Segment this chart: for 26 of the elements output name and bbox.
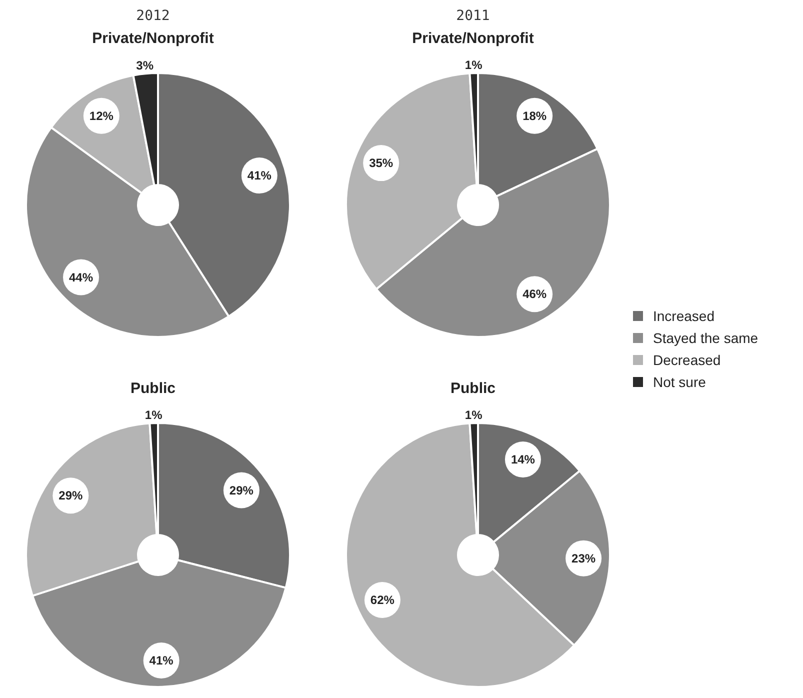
data-label: 14% bbox=[510, 452, 536, 466]
data-label: 1% bbox=[144, 408, 163, 422]
data-label: 41% bbox=[247, 168, 272, 183]
data-label: 41% bbox=[149, 654, 174, 668]
legend-label: Stayed the same bbox=[653, 330, 758, 346]
data-label: 1% bbox=[464, 408, 483, 422]
chart-subtitle: 2011 bbox=[455, 8, 491, 24]
chart-title: Private/Nonprofit bbox=[411, 30, 535, 47]
legend-label: Not sure bbox=[653, 374, 706, 390]
chart-title: Private/Nonprofit bbox=[91, 30, 215, 47]
data-label: 29% bbox=[229, 483, 254, 498]
data-label: 18% bbox=[522, 108, 547, 123]
data-label: 29% bbox=[58, 488, 83, 503]
data-label: 44% bbox=[69, 270, 94, 284]
data-label: 1% bbox=[464, 58, 483, 72]
data-label: 62% bbox=[370, 592, 395, 607]
data-label: 46% bbox=[522, 287, 547, 302]
chart-title: Public bbox=[129, 380, 176, 397]
data-label: 23% bbox=[572, 551, 596, 566]
text: Public bbox=[449, 380, 496, 397]
legend-label: Increased bbox=[653, 308, 714, 324]
data-label: 3% bbox=[136, 58, 154, 73]
data-label: 35% bbox=[369, 156, 394, 170]
chart-subtitle: 2012 bbox=[135, 8, 171, 24]
data-label: 12% bbox=[89, 108, 114, 123]
legend-label: Decreased bbox=[653, 352, 721, 368]
